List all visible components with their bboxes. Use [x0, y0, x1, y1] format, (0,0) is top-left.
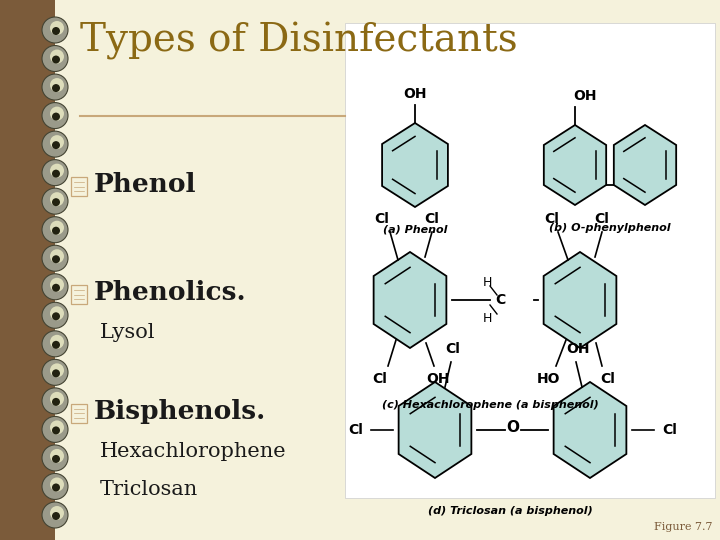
Circle shape — [52, 284, 60, 292]
Circle shape — [42, 217, 68, 242]
Circle shape — [50, 135, 64, 149]
Circle shape — [50, 421, 64, 434]
Circle shape — [52, 341, 60, 349]
Circle shape — [50, 363, 64, 377]
Text: (a) Phenol: (a) Phenol — [383, 225, 447, 235]
Circle shape — [50, 164, 64, 178]
Circle shape — [52, 369, 60, 377]
Circle shape — [42, 502, 68, 528]
Text: O: O — [506, 421, 519, 435]
Circle shape — [50, 306, 64, 320]
Text: Phenolics.: Phenolics. — [94, 280, 247, 305]
Text: OH: OH — [426, 372, 450, 386]
Text: Lysol: Lysol — [100, 323, 156, 342]
Circle shape — [52, 56, 60, 64]
Polygon shape — [614, 125, 676, 205]
Circle shape — [52, 227, 60, 235]
Circle shape — [42, 388, 68, 414]
Circle shape — [42, 359, 68, 386]
Circle shape — [42, 331, 68, 357]
Text: Phenol: Phenol — [94, 172, 197, 197]
Circle shape — [50, 335, 64, 349]
Text: (c) Hexachlorophene (a bisphenol): (c) Hexachlorophene (a bisphenol) — [382, 400, 598, 410]
Text: HO: HO — [536, 372, 559, 386]
Circle shape — [42, 45, 68, 71]
Circle shape — [52, 512, 60, 520]
Text: Cl: Cl — [425, 212, 439, 226]
Text: Cl: Cl — [595, 212, 609, 226]
Circle shape — [52, 483, 60, 491]
Circle shape — [42, 74, 68, 100]
Text: Cl: Cl — [544, 212, 559, 226]
Text: Cl: Cl — [372, 372, 387, 386]
Text: OH: OH — [573, 89, 597, 103]
Circle shape — [52, 84, 60, 92]
Circle shape — [50, 392, 64, 406]
Circle shape — [50, 21, 64, 35]
Circle shape — [50, 78, 64, 92]
Circle shape — [52, 455, 60, 463]
Text: Triclosan: Triclosan — [100, 480, 198, 498]
Circle shape — [42, 302, 68, 328]
Polygon shape — [544, 125, 606, 205]
Circle shape — [42, 274, 68, 300]
Circle shape — [50, 278, 64, 292]
Text: H: H — [482, 312, 492, 325]
Bar — [345, 23, 715, 498]
Circle shape — [50, 192, 64, 206]
Text: (b) O-phenylphenol: (b) O-phenylphenol — [549, 223, 671, 233]
Text: Cl: Cl — [374, 212, 390, 226]
Circle shape — [42, 103, 68, 129]
Circle shape — [52, 427, 60, 434]
Circle shape — [50, 506, 64, 520]
Polygon shape — [374, 252, 446, 348]
Text: Bisphenols.: Bisphenols. — [94, 399, 266, 423]
Circle shape — [50, 221, 64, 235]
Circle shape — [52, 398, 60, 406]
Polygon shape — [399, 382, 472, 478]
Circle shape — [52, 112, 60, 120]
Circle shape — [50, 449, 64, 463]
Circle shape — [42, 188, 68, 214]
Text: OH: OH — [566, 342, 590, 356]
Bar — [0, 0, 55, 540]
Circle shape — [50, 106, 64, 120]
Circle shape — [52, 27, 60, 35]
Circle shape — [42, 131, 68, 157]
Circle shape — [52, 312, 60, 320]
Circle shape — [52, 141, 60, 149]
Circle shape — [42, 416, 68, 442]
Text: Types of Disinfectants: Types of Disinfectants — [80, 22, 518, 60]
Text: Cl: Cl — [348, 423, 363, 437]
Circle shape — [42, 17, 68, 43]
Text: Figure 7.7: Figure 7.7 — [654, 522, 712, 532]
Circle shape — [52, 255, 60, 263]
Text: Cl: Cl — [446, 342, 460, 356]
Circle shape — [42, 160, 68, 186]
Circle shape — [42, 474, 68, 500]
Circle shape — [52, 198, 60, 206]
Text: C: C — [495, 293, 505, 307]
Circle shape — [42, 245, 68, 271]
Polygon shape — [554, 382, 626, 478]
Circle shape — [50, 50, 64, 64]
Circle shape — [50, 477, 64, 491]
Polygon shape — [544, 252, 616, 348]
Text: Cl: Cl — [662, 423, 677, 437]
Text: OH: OH — [403, 87, 427, 101]
Circle shape — [50, 249, 64, 263]
Circle shape — [42, 445, 68, 471]
Polygon shape — [382, 123, 448, 207]
Text: H: H — [482, 275, 492, 288]
Text: Cl: Cl — [600, 372, 616, 386]
Circle shape — [52, 170, 60, 178]
Text: Hexachlorophene: Hexachlorophene — [100, 442, 287, 461]
Text: (d) Triclosan (a bisphenol): (d) Triclosan (a bisphenol) — [428, 506, 593, 516]
